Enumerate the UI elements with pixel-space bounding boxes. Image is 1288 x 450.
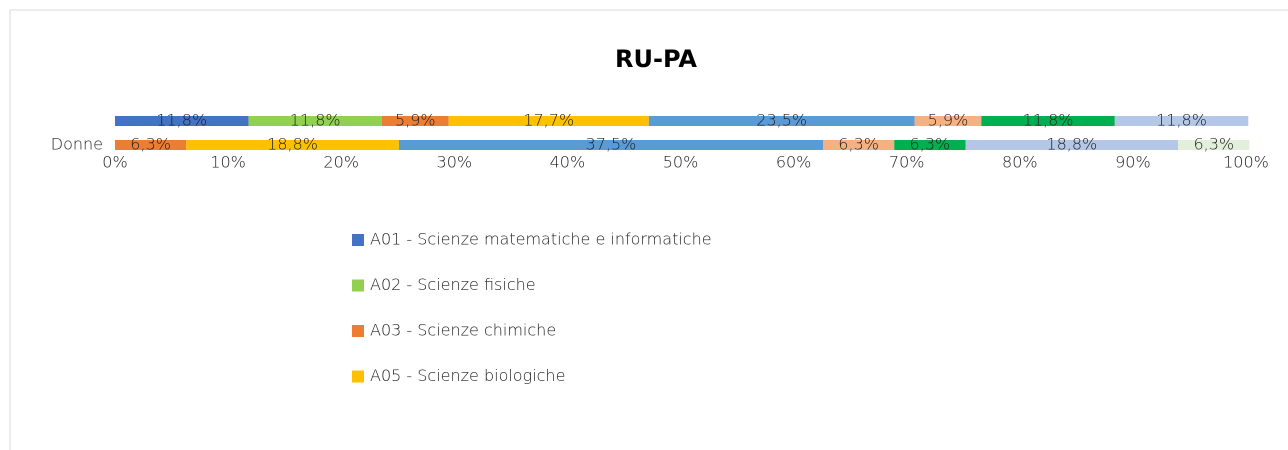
bar-segment xyxy=(648,116,915,126)
data-label: 37,5% xyxy=(586,135,637,154)
data-label: 6,3% xyxy=(1193,135,1234,154)
x-tick-label: 0% xyxy=(102,153,127,172)
bar-segment xyxy=(965,140,1179,150)
bar-segment xyxy=(894,140,966,150)
data-label: 5,9% xyxy=(928,111,969,130)
data-label: 6,3% xyxy=(910,135,951,154)
bar-segment xyxy=(981,116,1115,126)
x-tick-label: 60% xyxy=(776,153,812,172)
bar-segment xyxy=(381,116,449,126)
bar-segment xyxy=(914,116,982,126)
x-tick-label: 10% xyxy=(210,153,246,172)
data-label: 11,8% xyxy=(290,111,341,130)
data-label: 23,5% xyxy=(756,111,807,130)
chart-frame xyxy=(9,9,1288,450)
legend-label: A02 - Scienze fisiche xyxy=(370,275,536,294)
data-label: 17,7% xyxy=(523,111,574,130)
x-tick-label: 20% xyxy=(323,153,359,172)
x-tick-label: 50% xyxy=(663,153,699,172)
data-label: 6,3% xyxy=(130,135,171,154)
x-tick-label: 100% xyxy=(1223,153,1269,172)
chart-title: RU-PA xyxy=(615,45,697,73)
x-tick-label: 80% xyxy=(1002,153,1038,172)
legend-swatch xyxy=(352,370,364,383)
x-tick-label: 90% xyxy=(1115,153,1151,172)
legend-swatch xyxy=(352,279,364,292)
x-tick-label: 40% xyxy=(550,153,586,172)
bar-segment xyxy=(398,140,824,150)
bar-segment xyxy=(248,116,382,126)
bar-segment xyxy=(823,140,895,150)
legend-label: A05 - Scienze biologiche xyxy=(370,366,565,385)
bar-segment xyxy=(115,116,249,126)
data-label: 11,8% xyxy=(1156,111,1207,130)
x-tick-label: 30% xyxy=(437,153,473,172)
y-tick-label: Donne xyxy=(51,135,103,154)
bar-segment xyxy=(186,140,399,150)
legend-swatch xyxy=(352,234,364,246)
legend-label: A01 - Scienze matematiche e informatiche xyxy=(370,230,712,249)
bar-segment xyxy=(1178,140,1250,150)
x-tick-label: 70% xyxy=(889,153,925,172)
data-label: 6,3% xyxy=(838,135,879,154)
data-label: 11,8% xyxy=(156,111,207,130)
data-label: 18,8% xyxy=(1046,135,1097,154)
bar-segment xyxy=(1114,116,1249,126)
bar-segment xyxy=(448,116,649,126)
legend-label: A03 - Scienze chimiche xyxy=(370,321,556,340)
legend-swatch xyxy=(352,325,364,337)
data-label: 18,8% xyxy=(267,135,318,154)
data-label: 5,9% xyxy=(395,111,436,130)
data-label: 11,8% xyxy=(1023,111,1074,130)
bar-segment xyxy=(115,140,187,150)
